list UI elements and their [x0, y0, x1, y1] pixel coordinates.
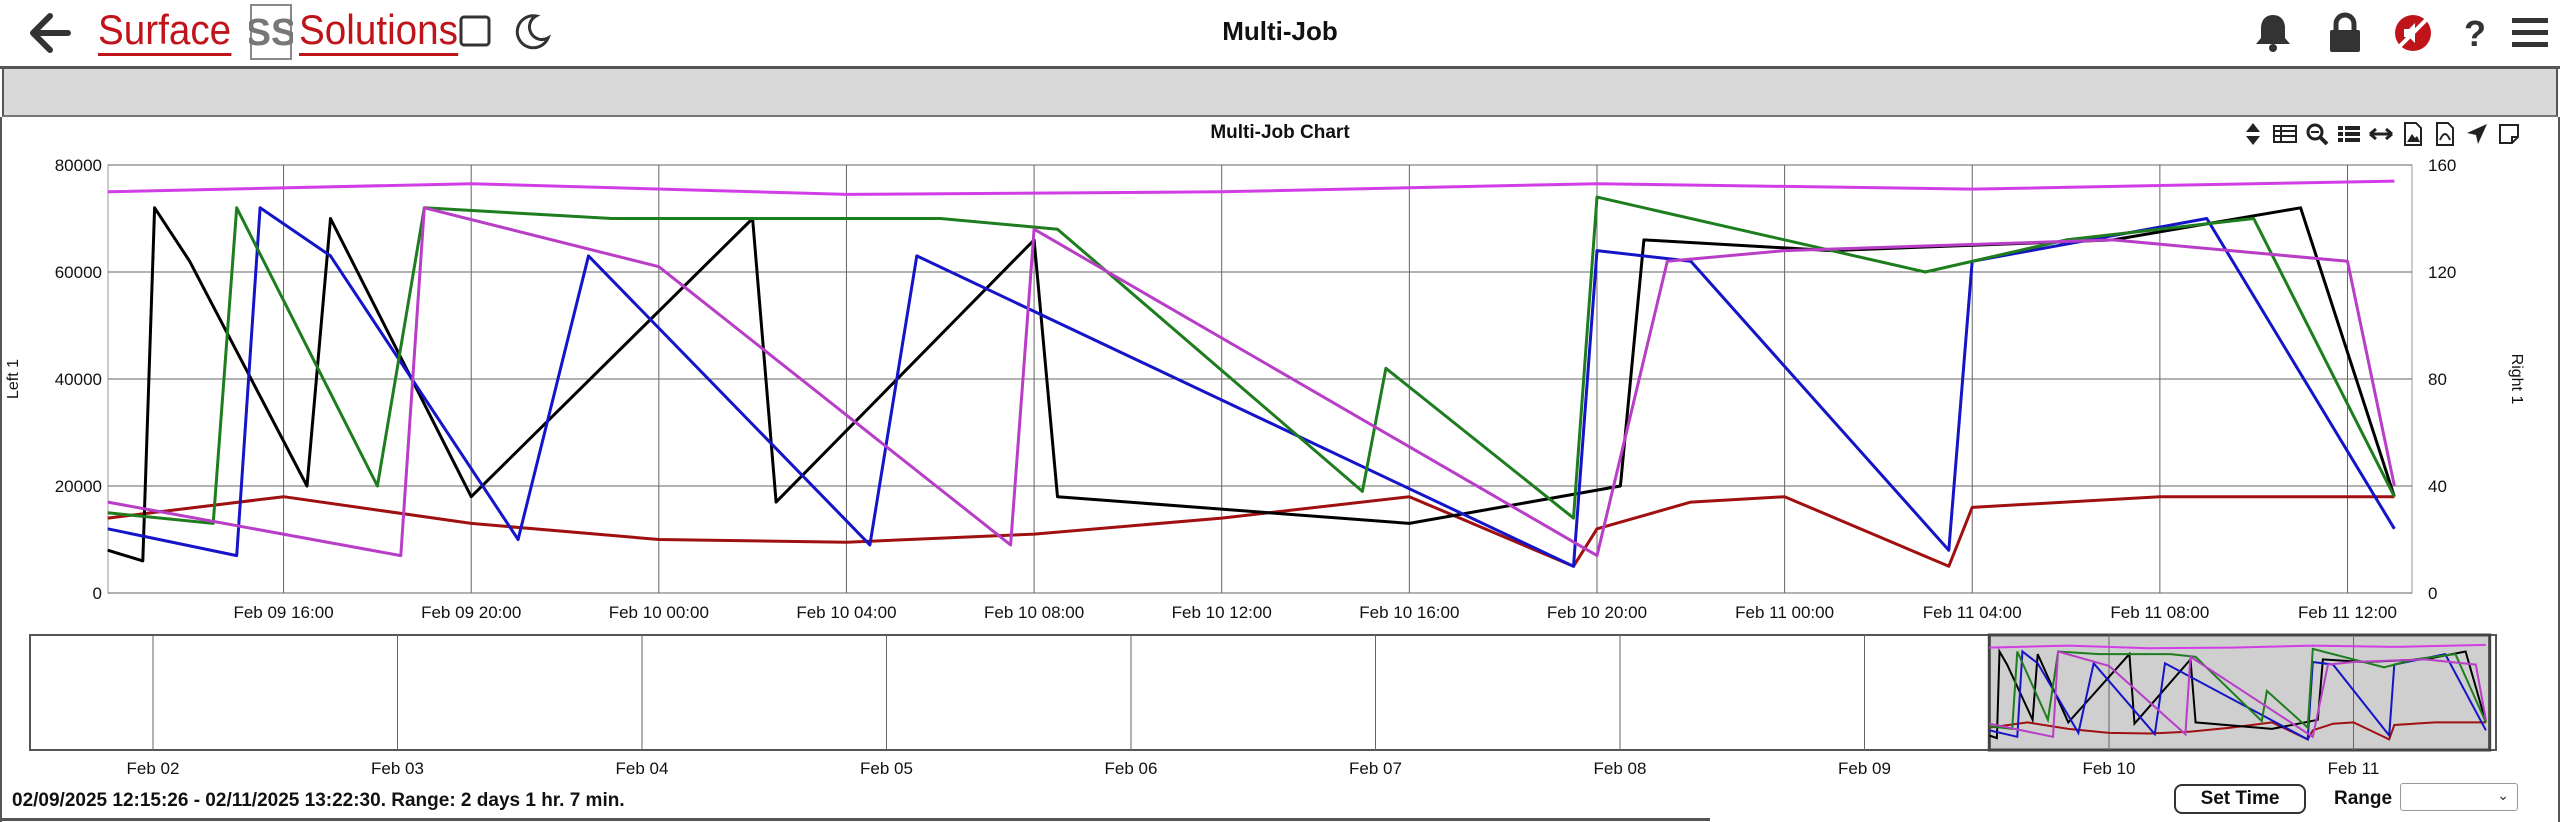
hamburger-icon[interactable]: [2510, 12, 2550, 59]
svg-text:?: ?: [2464, 13, 2486, 54]
chart-toolbar: [2240, 120, 2522, 148]
table-icon[interactable]: [2272, 120, 2298, 148]
chart-panel: [0, 117, 2560, 822]
zoom-out-icon[interactable]: [2304, 120, 2330, 148]
x-tick-label: Feb 10 04:00: [796, 603, 896, 622]
range-status: 02/09/2025 12:15:26 - 02/11/2025 13:22:3…: [12, 790, 625, 811]
left-tick-label: 0: [93, 584, 102, 603]
top-bar: Surface SS Solutions Multi-Job ?: [0, 0, 2560, 66]
expand-horizontal-icon[interactable]: [2368, 120, 2394, 148]
series-line-red: [107, 495, 2395, 568]
x-tick-label: Feb 11 12:00: [2298, 603, 2397, 622]
right-tick-label: 160: [2428, 156, 2456, 175]
navigator-series-blue: [1989, 649, 2487, 742]
svg-text:SS: SS: [249, 12, 293, 54]
x-tick-label: Feb 10 20:00: [1547, 603, 1647, 622]
left-tick-label: 20000: [55, 477, 102, 496]
grey-toolbar-band: [2, 69, 2558, 117]
navigator-tick-label: Feb 02: [127, 759, 180, 778]
brand-mark-icon: SS: [249, 4, 293, 60]
navigator-tick-label: Feb 03: [371, 759, 424, 778]
series-line-black: [107, 206, 2396, 563]
navigator-series-purple: [1989, 650, 2487, 739]
list-icon[interactable]: [2336, 120, 2362, 148]
square-icon[interactable]: [458, 12, 492, 53]
x-tick-label: Feb 10 12:00: [1172, 603, 1272, 622]
no-sound-icon[interactable]: [2392, 12, 2434, 59]
back-arrow-icon[interactable]: [28, 12, 72, 54]
left-tick-label: 80000: [55, 156, 102, 175]
send-icon[interactable]: [2464, 120, 2490, 148]
navigator-tick-label: Feb 04: [616, 759, 669, 778]
right-tick-label: 120: [2428, 263, 2456, 282]
x-tick-label: Feb 10 08:00: [984, 603, 1084, 622]
chevron-down-icon: ⌄: [2497, 787, 2509, 803]
right-tick-label: 0: [2428, 584, 2437, 603]
left-axis-label: Left 1: [5, 359, 22, 399]
range-select[interactable]: ⌄: [2400, 783, 2518, 811]
navigator-tick-label: Feb 10: [2083, 759, 2136, 778]
lock-icon[interactable]: [2326, 12, 2364, 59]
note-icon[interactable]: [2496, 120, 2522, 148]
navigator-tick-label: Feb 05: [860, 759, 913, 778]
x-tick-label: Feb 09 20:00: [421, 603, 521, 622]
x-tick-label: Feb 11 08:00: [2110, 603, 2209, 622]
navigator-tick-label: Feb 07: [1349, 759, 1402, 778]
range-navigator[interactable]: Feb 02 Feb 03 Feb 04 Feb 05 Feb 06 Feb 07 Feb …: [0, 630, 2560, 785]
left-tick-label: 40000: [55, 370, 102, 389]
bell-icon[interactable]: [2252, 12, 2294, 59]
navigator-series-green: [1989, 647, 2487, 731]
x-tick-label: Feb 09 16:00: [233, 603, 333, 622]
right-tick-label: 40: [2428, 477, 2447, 496]
right-axis-label: Right 1: [2508, 354, 2525, 405]
series-line-green: [107, 195, 2396, 525]
page-title: Multi-Job: [1222, 16, 1338, 46]
question-icon[interactable]: ?: [2458, 12, 2492, 59]
chart-title: Multi-Job Chart: [1210, 122, 1350, 143]
x-tick-label: Feb 11 04:00: [1923, 603, 2022, 622]
range-label: Range: [2334, 788, 2393, 809]
sort-icon[interactable]: [2240, 120, 2266, 148]
navigator-selection: [1987, 633, 2492, 752]
brand-logo[interactable]: Surface SS Solutions: [98, 2, 472, 62]
series-line-blue: [107, 206, 2396, 568]
image-icon[interactable]: [2400, 120, 2426, 148]
multi-job-line-chart[interactable]: 0 20000 40000 60000 80000 0 40 80 120 160 Feb 09 1…: [0, 140, 2560, 630]
x-tick-label: Feb 10 16:00: [1359, 603, 1459, 622]
brand-left: Surface: [98, 8, 232, 56]
navigator-tick-label: Feb 06: [1105, 759, 1158, 778]
series-line-purple: [107, 206, 2396, 558]
moon-icon[interactable]: [512, 12, 552, 57]
x-tick-label: Feb 11 00:00: [1735, 603, 1834, 622]
pdf-icon[interactable]: [2432, 120, 2458, 148]
header-divider: [0, 66, 2560, 69]
navigator-tick-label: Feb 11: [2328, 759, 2380, 778]
right-tick-label: 80: [2428, 370, 2447, 389]
navigator-tick-label: Feb 08: [1594, 759, 1647, 778]
set-time-button[interactable]: Set Time: [2174, 784, 2306, 814]
x-tick-label: Feb 10 00:00: [609, 603, 709, 622]
left-tick-label: 60000: [55, 263, 102, 282]
navigator-series-magenta: [1989, 643, 2486, 650]
navigator-tick-label: Feb 09: [1838, 759, 1891, 778]
footer-divider: [0, 818, 1710, 821]
series-line-magenta: [107, 179, 2395, 196]
brand-right: Solutions: [298, 8, 458, 56]
